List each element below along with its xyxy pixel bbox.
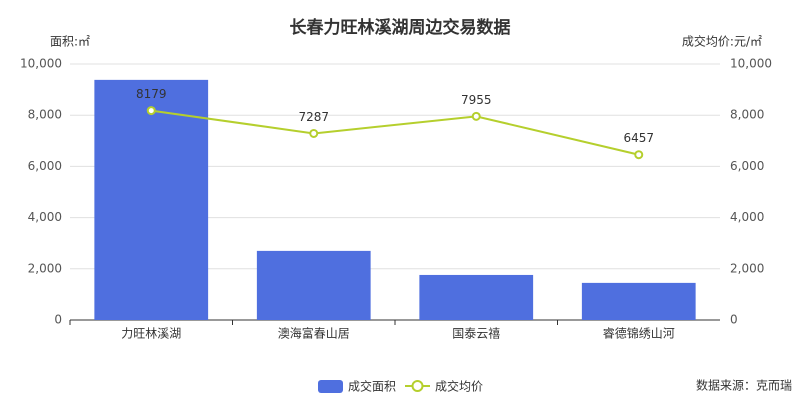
y-tick-label: 6,000 <box>28 159 62 173</box>
y2-tick-label: 4,000 <box>730 210 764 224</box>
source-note: 数据来源：克而瑞 <box>696 378 792 393</box>
legend-swatch <box>318 380 343 393</box>
bar <box>94 79 209 320</box>
bar <box>581 282 696 320</box>
y2-tick-label: 0 <box>730 313 738 327</box>
y-tick-label: 10,000 <box>20 57 62 71</box>
bar <box>256 250 371 320</box>
data-label: 7955 <box>461 93 492 107</box>
legend-label: 成交均价 <box>435 379 483 394</box>
chart-title: 长春力旺林溪湖周边交易数据 <box>290 17 511 38</box>
line <box>151 109 639 156</box>
data-label: 7287 <box>298 110 329 124</box>
bar <box>419 274 534 320</box>
y-axis-title: 面积:㎡ <box>50 35 90 49</box>
data-label: 6457 <box>623 131 654 145</box>
line-point <box>634 150 644 160</box>
y-tick-label: 8,000 <box>28 108 62 122</box>
line-point <box>309 128 319 138</box>
y2-tick-label: 10,000 <box>730 57 772 71</box>
legend-swatch <box>411 380 424 392</box>
y-tick-label: 2,000 <box>28 261 62 275</box>
y2-tick-label: 2,000 <box>730 261 764 275</box>
line-point <box>146 106 156 116</box>
y2-tick-label: 8,000 <box>730 108 764 122</box>
x-tick-label: 睿德锦绣山河 <box>603 326 675 341</box>
x-tick-label: 力旺林溪湖 <box>121 326 181 341</box>
line-point <box>471 111 481 121</box>
x-tick-label: 澳海富春山居 <box>278 326 350 341</box>
data-label: 8179 <box>136 87 167 101</box>
legend-label: 成交面积 <box>348 379 396 394</box>
y2-axis-title: 成交均价:元/㎡ <box>682 34 762 49</box>
y-tick-label: 4,000 <box>28 210 62 224</box>
y-tick-label: 0 <box>54 313 62 327</box>
x-tick-label: 国泰云禧 <box>452 327 500 341</box>
y2-tick-label: 6,000 <box>730 159 764 173</box>
